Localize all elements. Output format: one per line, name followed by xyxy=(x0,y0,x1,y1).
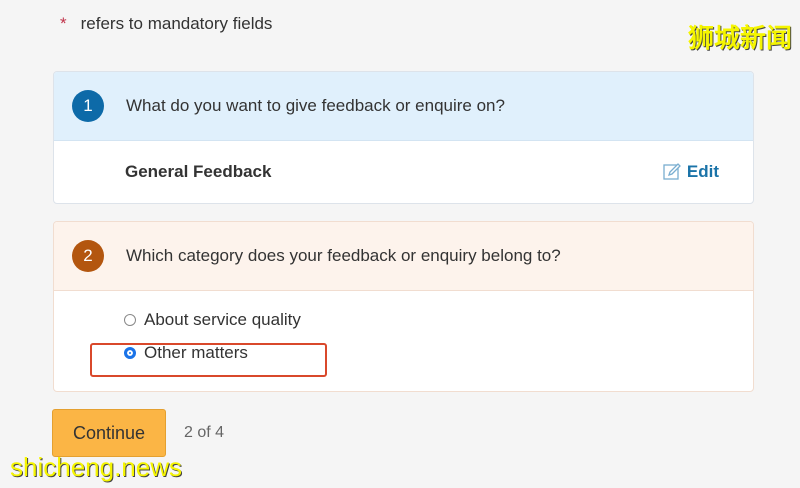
step-1-answer: General Feedback xyxy=(125,162,272,181)
option-label: About service quality xyxy=(144,310,301,329)
watermark-bottom: shicheng.news xyxy=(10,452,182,482)
step-progress: 2 of 4 xyxy=(184,424,225,441)
option-other-matters[interactable]: Other matters xyxy=(124,343,248,363)
watermark-top: 狮城新闻 xyxy=(687,23,792,53)
step-2-card: 2 Which category does your feedback or en… xyxy=(53,221,754,392)
highlight-box xyxy=(90,343,327,377)
step-1-question: What do you want to give feedback or enq… xyxy=(126,96,505,115)
edit-icon xyxy=(663,163,681,180)
step-number-badge: 1 xyxy=(72,90,104,122)
continue-button[interactable]: Continue xyxy=(52,409,166,457)
required-asterisk: * xyxy=(60,14,67,33)
step-1-card: 1 What do you want to give feedback or en… xyxy=(53,71,754,204)
edit-button[interactable]: Edit xyxy=(663,162,719,182)
radio-button[interactable] xyxy=(124,314,136,326)
mandatory-text: refers to mandatory fields xyxy=(80,14,273,33)
step-2-question: Which category does your feedback or enq… xyxy=(126,246,561,265)
step-number-badge: 2 xyxy=(72,240,104,272)
option-about-service-quality[interactable]: About service quality xyxy=(124,310,301,330)
option-label: Other matters xyxy=(144,343,248,362)
mandatory-note: * refers to mandatory fields xyxy=(60,14,272,34)
radio-button-selected[interactable] xyxy=(124,347,136,359)
edit-label: Edit xyxy=(686,162,719,181)
